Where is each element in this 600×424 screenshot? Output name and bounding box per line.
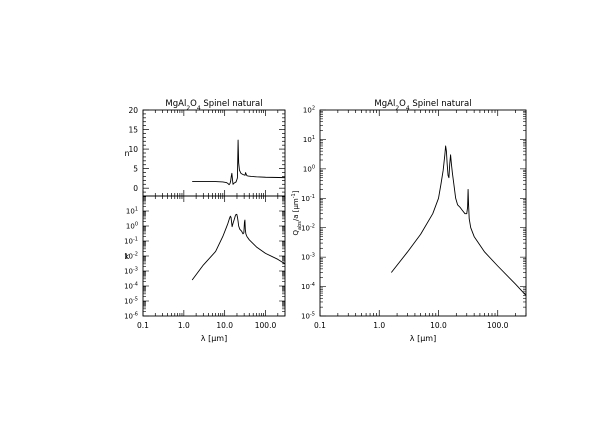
x-tick-label: 10.0 — [430, 321, 447, 330]
chart-title-part: 2 — [395, 105, 399, 112]
chart-title-part: O — [190, 99, 197, 109]
y-tick-label-part: 10 — [301, 283, 310, 291]
y-tick-label-part: 10 — [301, 224, 310, 232]
y-tick-label: 10-5 — [301, 312, 315, 321]
chart-title-part: O — [399, 99, 406, 109]
x-axis-label: λ [μm] — [201, 334, 227, 343]
y-tick-label: 10-4 — [301, 282, 315, 291]
y-axis-label: k — [125, 252, 130, 261]
y-tick-label-part: 10 — [303, 136, 312, 144]
y-tick-label-part: -1 — [310, 194, 315, 200]
y-axis-label: Qabs/a [μm-1] — [291, 190, 303, 235]
y-tick-label-part: -3 — [310, 253, 315, 259]
y-tick-label: 101 — [303, 135, 315, 144]
y-tick-label-part: 10 — [301, 313, 310, 321]
y-tick-label-part: 10 — [303, 107, 312, 115]
y-tick-label-part: 10 — [301, 195, 310, 203]
k-curve — [191, 213, 286, 281]
y-tick-label: 20 — [128, 106, 138, 115]
y-axis-label-part: /a [μm — [292, 198, 300, 221]
x-tick-label: 100.0 — [487, 321, 509, 330]
chart-title-part: 2 — [186, 105, 190, 112]
chart-title-part: MgAl — [374, 99, 395, 109]
y-tick-label: 10-6 — [124, 312, 138, 321]
y-tick-label: 5 — [133, 164, 138, 173]
x-tick-label: 100.0 — [255, 321, 277, 330]
y-axis-label: n — [124, 149, 129, 158]
y-tick-label-part: 2 — [312, 106, 315, 112]
y-tick-label-part: -4 — [310, 282, 315, 288]
y-tick-label-part: 10 — [124, 253, 133, 261]
y-tick-label: 15 — [128, 125, 138, 134]
y-tick-label: 10-2 — [301, 223, 315, 232]
y-tick-label: 101 — [126, 207, 138, 216]
y-axis-label-part: ] — [292, 190, 300, 193]
y-tick-label: 10-2 — [124, 252, 138, 261]
y-tick-label-part: -1 — [133, 237, 138, 243]
y-tick-label-part: -3 — [133, 267, 138, 273]
chart-title-part: MgAl — [165, 99, 186, 109]
y-tick-label: 100 — [303, 164, 315, 173]
x-tick-label: 0.1 — [314, 321, 326, 330]
chart-title-part: 4 — [406, 105, 410, 112]
y-tick-label-part: 10 — [126, 208, 135, 216]
y-tick-label: 10 — [128, 145, 138, 154]
y-tick-label: 10-3 — [301, 253, 315, 262]
panel-qabs-absorption: 0.1 1.0 10.0 100.010-510-410-310-210-110010… — [291, 99, 527, 343]
y-tick-label: 100 — [126, 222, 138, 231]
y-tick-label-part: -6 — [133, 312, 138, 318]
y-tick-label-part: -5 — [133, 297, 138, 303]
x-tick-label: 0.1 — [137, 321, 149, 330]
y-tick-label-part: -2 — [133, 252, 138, 258]
y-tick-label-part: -2 — [310, 223, 315, 229]
panel-k-extinction-coefficient: 0.1 1.0 10.0 100.010-610-510-410-310-210-11… — [124, 195, 286, 343]
chart-title: MgAl2O4 Spinel natural — [165, 99, 262, 112]
y-tick-label: 102 — [303, 106, 315, 115]
y-tick-label: 10-3 — [124, 267, 138, 276]
x-tick-label: 1.0 — [373, 321, 385, 330]
y-tick-label-part: 10 — [301, 254, 310, 262]
n-curve — [192, 139, 286, 186]
y-tick-label-part: -5 — [310, 312, 315, 318]
panel-n-refractive-index: 0 5 10 15 20 MgAl2O4 Spinel natural n — [124, 99, 286, 197]
y-tick-label-part: 10 — [124, 268, 133, 276]
y-tick-label-part: 1 — [135, 207, 138, 213]
y-tick-label-part: 10 — [126, 223, 135, 231]
qabs-curve — [390, 145, 527, 296]
y-tick-label: 10-1 — [301, 194, 315, 203]
y-tick-label: 0 — [133, 184, 138, 193]
y-tick-label-part: 10 — [124, 238, 133, 246]
y-tick-label: 10-5 — [124, 297, 138, 306]
y-tick-label-part: 0 — [135, 222, 138, 228]
y-tick-label-part: 10 — [124, 298, 133, 306]
chart-title-part: 4 — [197, 105, 201, 112]
y-axis-label-part: abs — [297, 221, 303, 230]
y-tick-label: 10-1 — [124, 237, 138, 246]
y-tick-label-part: 10 — [124, 313, 133, 321]
y-axis-label-part: -1 — [291, 193, 297, 198]
chart-title: MgAl2O4 Spinel natural — [374, 99, 471, 112]
x-axis-label: λ [μm] — [410, 334, 436, 343]
y-axis-label-part: Q — [292, 229, 300, 235]
y-tick-label-part: -4 — [133, 282, 138, 288]
x-tick-label: 10.0 — [216, 321, 233, 330]
chart-title-part: Spinel natural — [201, 99, 263, 109]
chart-title-part: Spinel natural — [410, 99, 472, 109]
x-tick-label: 1.0 — [178, 321, 190, 330]
y-tick-label-part: 0 — [312, 164, 315, 170]
y-tick-label-part: 10 — [303, 165, 312, 173]
y-tick-label-part: 1 — [312, 135, 315, 141]
y-tick-label-part: 10 — [124, 283, 133, 291]
panel-qabs-frame — [319, 109, 527, 317]
y-tick-label: 10-4 — [124, 282, 138, 291]
